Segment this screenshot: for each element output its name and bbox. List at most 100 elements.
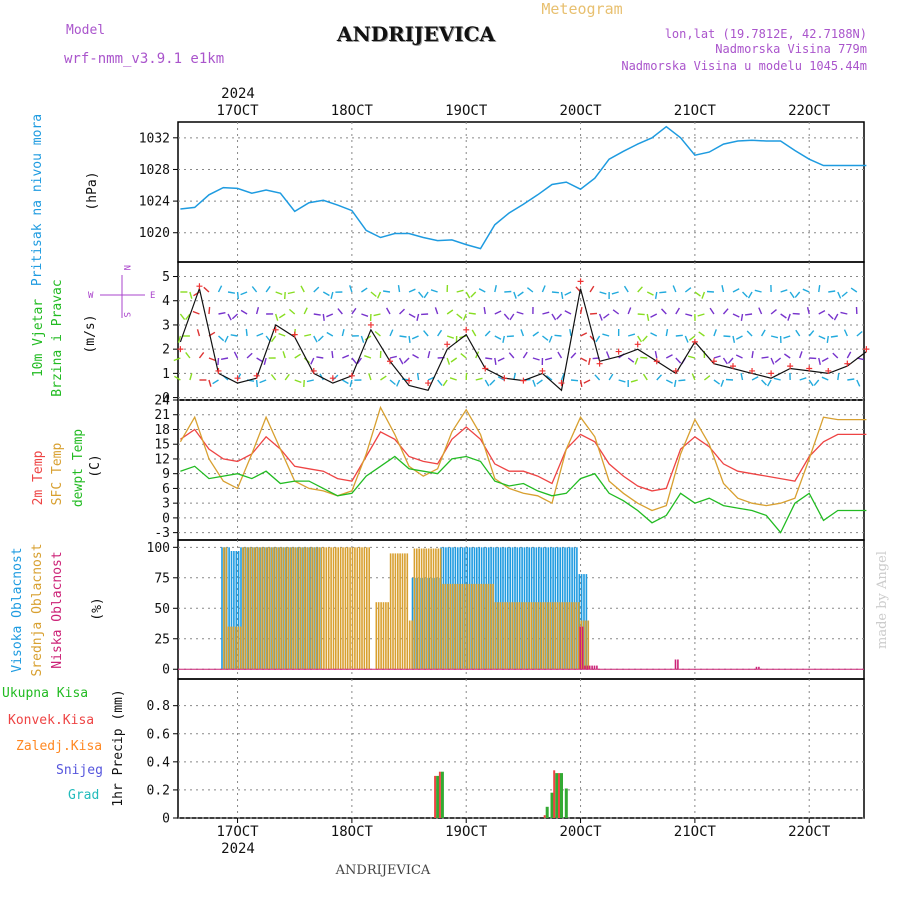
y-tick-label: -3 — [154, 526, 170, 541]
mid-cloud-bar — [511, 602, 513, 670]
low-cloud-bar — [581, 626, 584, 670]
wind-barb — [430, 289, 438, 293]
gust-marker — [710, 358, 717, 365]
day-label: 21OCT — [674, 103, 717, 119]
mid-cloud-bar — [244, 547, 247, 670]
mid-cloud-bar — [292, 547, 294, 670]
wind-barb — [255, 307, 260, 315]
wind-barb — [722, 308, 729, 315]
mid-cloud-bar — [299, 547, 301, 670]
mid-cloud-bar — [430, 548, 432, 670]
wind-barb — [316, 356, 324, 359]
wind-barb — [203, 286, 210, 293]
gust-marker — [196, 283, 203, 290]
coordinates: lon,lat (19.7812E, 42.7188N) — [665, 27, 867, 41]
compass-west: W — [88, 291, 94, 301]
precip-unit: 1hr Precip (mm) — [111, 689, 126, 806]
wind-barb — [722, 357, 728, 365]
day-label: 19OCT — [445, 103, 488, 119]
wind-unit: (m/s) — [83, 314, 98, 353]
wind-barb — [423, 291, 429, 299]
y-tick-label: 1032 — [139, 131, 170, 146]
wind-barb — [218, 335, 225, 342]
wind-barb — [313, 313, 321, 316]
low-cloud-bar — [596, 665, 598, 670]
dewpt-line — [180, 455, 867, 534]
mid-cloud-bar — [542, 602, 544, 670]
mid-cloud-bar — [489, 583, 492, 670]
mid-cloud-bar — [261, 547, 263, 670]
wind-barb — [408, 313, 416, 319]
wind-barb — [300, 285, 305, 293]
wind-barb — [840, 311, 848, 315]
wind-barb — [746, 330, 753, 337]
y-tick-label: 24 — [154, 394, 170, 409]
top-day-labels: 17OCT 18OCT 19OCT 20OCT 21OCT 22OCT — [216, 103, 830, 119]
low-cloud-bar — [579, 626, 581, 670]
wind-barb — [623, 285, 629, 293]
wind-barb — [675, 357, 682, 364]
wind-barb — [720, 379, 725, 387]
mid-cloud-bar — [308, 547, 311, 670]
wind-barb — [360, 335, 365, 343]
gust-marker — [482, 365, 489, 372]
wind-barb — [721, 285, 725, 293]
wind-barb — [580, 357, 588, 362]
wind-barb — [709, 307, 715, 315]
wind-barb — [799, 351, 803, 359]
wind-barb — [437, 329, 443, 337]
low-cloud-bar — [591, 665, 593, 670]
conv-precip-bar — [543, 815, 546, 818]
wind-barb — [579, 379, 583, 388]
wind-barb — [322, 291, 330, 297]
temp-dewpt-label: dewpt Temp — [71, 429, 86, 507]
wind-barb — [278, 313, 286, 319]
mid-cloud-bar — [285, 547, 287, 670]
wind-barb — [754, 289, 762, 293]
wind-barb — [450, 357, 458, 363]
wind-barb — [642, 373, 648, 381]
gust-marker — [653, 358, 660, 365]
wind-barb — [376, 291, 382, 299]
mid-cloud-bar — [399, 553, 401, 670]
y-tick-label: 3 — [162, 318, 170, 333]
wind-barb — [399, 335, 407, 338]
total-precip-bar — [555, 773, 559, 818]
wind-barb — [595, 335, 601, 343]
wind-barb — [411, 335, 419, 340]
mid-cloud-bar — [494, 602, 497, 670]
wind-barb — [678, 379, 686, 382]
wind-barb — [780, 289, 788, 293]
pressure-panel: 1020 1024 1028 1032 — [139, 121, 867, 263]
wind-barb — [611, 291, 619, 295]
low-cloud-bar — [593, 665, 596, 670]
wind-barb — [427, 351, 431, 359]
wind-barb — [484, 379, 490, 387]
mid-cloud-bar — [475, 583, 478, 670]
low-cloud-bar — [586, 665, 589, 670]
wind-barb — [192, 310, 200, 315]
wind-barb — [287, 291, 295, 295]
mid-cloud-bar — [230, 626, 232, 670]
mid-cloud-bar — [344, 547, 347, 670]
mid-cloud-bar — [437, 548, 440, 670]
gust-marker — [329, 375, 336, 382]
high-cloud-bar — [230, 551, 233, 670]
wind-barb — [747, 291, 753, 299]
high-cloud-bar — [221, 547, 223, 670]
wind-barb — [288, 308, 296, 315]
wind-barb — [691, 373, 696, 381]
mid-cloud-bar — [463, 583, 466, 670]
wind-barb — [471, 329, 477, 337]
wind-barb — [513, 291, 517, 299]
mid-cloud-bar — [547, 602, 549, 670]
high-cloud-bar — [240, 547, 242, 670]
mid-cloud-bar — [528, 602, 530, 670]
mid-cloud-bar — [501, 602, 504, 670]
wind-barb — [485, 357, 493, 360]
wind-barb — [284, 373, 290, 381]
mid-cloud-bar — [444, 583, 447, 670]
y-tick-label: 0 — [162, 511, 170, 526]
